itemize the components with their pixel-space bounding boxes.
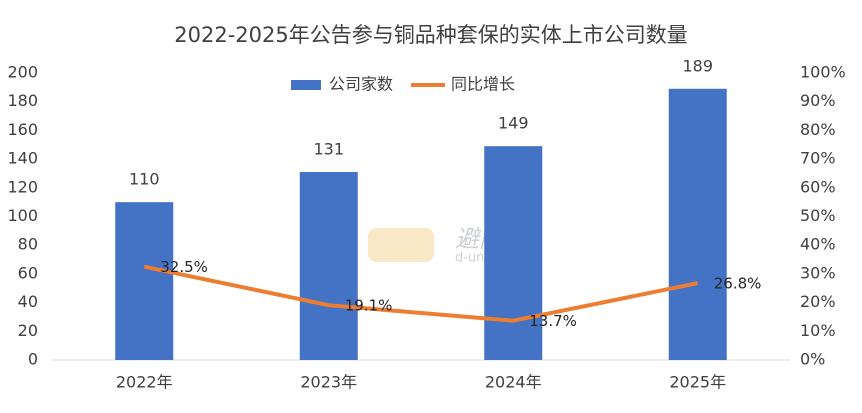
chart-title: 2022-2025年公告参与铜品种套保的实体上市公司数量 <box>174 23 687 47</box>
y2-tick-label: 60% <box>800 177 836 196</box>
data-label: 13.7% <box>529 312 577 330</box>
y-tick-label: 40 <box>18 292 38 311</box>
bar <box>668 88 727 360</box>
y2-tick-label: 100% <box>800 63 846 82</box>
y-tick-label: 100 <box>7 206 38 225</box>
y-tick-label: 0 <box>28 350 38 369</box>
y2-tick-label: 30% <box>800 263 836 282</box>
bar <box>484 146 543 360</box>
y2-tick-label: 0% <box>800 350 825 369</box>
y-tick-label: 200 <box>7 63 38 82</box>
data-label: 26.8% <box>714 275 762 293</box>
data-label: 110 <box>129 170 160 189</box>
y2-tick-label: 20% <box>800 292 836 311</box>
x-tick-label: 2025年 <box>669 373 726 392</box>
watermark-logo <box>368 228 434 262</box>
y2-tick-label: 10% <box>800 321 836 340</box>
data-label: 189 <box>682 56 713 75</box>
y-tick-label: 80 <box>18 235 38 254</box>
y-tick-label: 60 <box>18 263 38 282</box>
x-tick-label: 2023年 <box>300 373 357 392</box>
data-label: 32.5% <box>160 258 208 276</box>
y-tick-label: 20 <box>18 321 38 340</box>
line <box>143 264 699 323</box>
y-tick-label: 120 <box>7 177 38 196</box>
y-tick-label: 160 <box>7 120 38 139</box>
y2-tick-label: 40% <box>800 235 836 254</box>
data-label: 149 <box>498 114 529 133</box>
legend-swatch <box>291 80 321 90</box>
data-label: 131 <box>313 140 344 159</box>
y2-tick-label: 50% <box>800 206 836 225</box>
x-tick-label: 2022年 <box>116 373 173 392</box>
y-tick-label: 140 <box>7 149 38 168</box>
bar <box>299 172 358 360</box>
data-label: 19.1% <box>345 297 393 315</box>
y2-tick-label: 70% <box>800 149 836 168</box>
y2-tick-label: 80% <box>800 120 836 139</box>
y-tick-label: 180 <box>7 91 38 110</box>
legend-label: 同比增长 <box>451 75 515 94</box>
x-tick-label: 2024年 <box>485 373 542 392</box>
y2-tick-label: 90% <box>800 91 836 110</box>
bar <box>115 202 174 360</box>
legend-label: 公司家数 <box>329 75 393 94</box>
